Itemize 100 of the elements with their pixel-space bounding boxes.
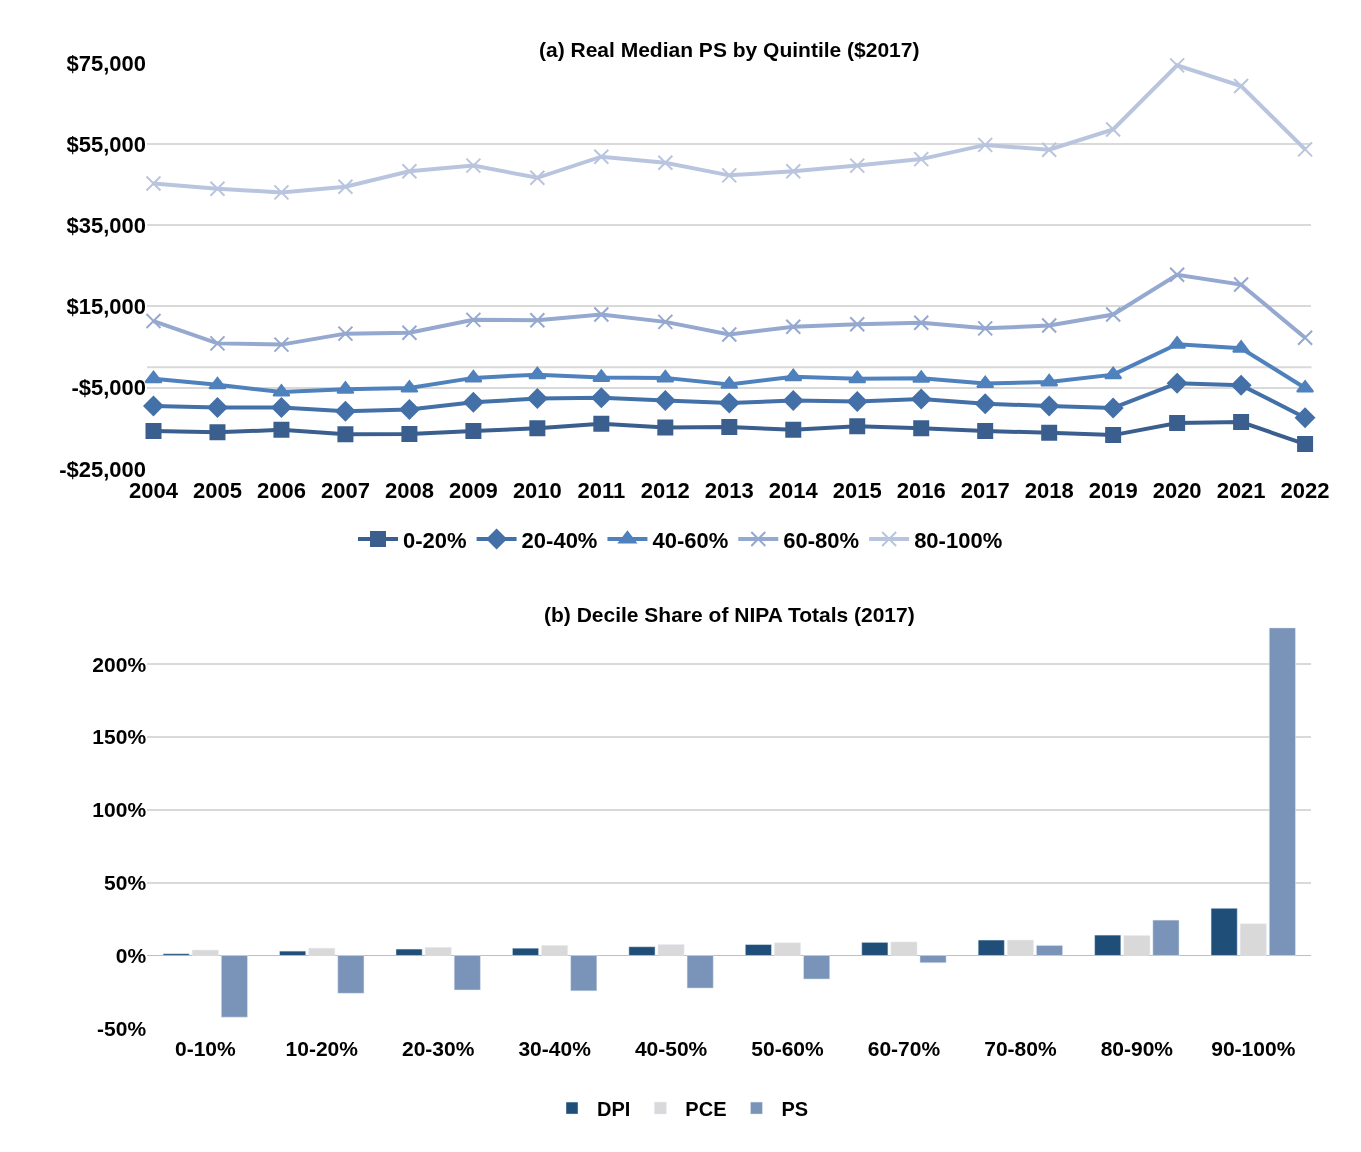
y-tick-label: -$5,000 (71, 375, 147, 401)
bar (512, 947, 539, 956)
point (1297, 329, 1314, 346)
point (529, 312, 546, 329)
point (975, 393, 996, 414)
y-tick-label: $35,000 (66, 212, 147, 238)
legend-label: PS (781, 1097, 809, 1120)
bar (1007, 939, 1034, 956)
point (847, 391, 868, 412)
x-tick-label: 20-30% (401, 1037, 475, 1061)
x-tick-label: 70-80% (984, 1037, 1057, 1061)
bar (745, 944, 772, 956)
bar (774, 942, 801, 956)
point (593, 306, 610, 323)
bar (977, 939, 1005, 956)
point (849, 316, 866, 333)
chart-title: (b) Decile Share of NIPA Totals (2017) (544, 603, 915, 626)
x-tick-label: 2011 (577, 477, 626, 503)
point (145, 313, 162, 330)
x-tick-label: 2016 (896, 477, 946, 503)
x-tick-label: 2010 (512, 477, 562, 503)
point (784, 368, 803, 382)
point (1169, 57, 1186, 74)
point (145, 423, 162, 440)
x-tick-label: 60-70% (867, 1037, 941, 1061)
point (721, 418, 738, 435)
point (1233, 414, 1250, 431)
x-tick-label: 0-10% (174, 1037, 236, 1061)
point (657, 419, 674, 436)
point (273, 421, 290, 438)
x-tick-label: 2013 (704, 477, 754, 503)
point (208, 376, 227, 390)
point (657, 154, 674, 171)
point (657, 313, 674, 330)
point (1041, 424, 1058, 441)
point (273, 184, 290, 201)
point (1297, 436, 1314, 453)
y-tick-label: 150% (92, 725, 147, 749)
y-tick-label: $55,000 (66, 131, 147, 157)
y-tick-label: 100% (92, 798, 147, 822)
point (719, 392, 740, 414)
bar (541, 945, 568, 956)
x-tick-label: 2020 (1152, 477, 1202, 503)
point (1167, 373, 1188, 394)
bar (453, 955, 481, 991)
point (273, 336, 290, 353)
point (1294, 407, 1316, 428)
point (849, 418, 866, 435)
bar (279, 950, 306, 956)
point (977, 136, 994, 153)
point (913, 151, 930, 168)
x-tick-label: 2017 (960, 477, 1010, 503)
legend-label: PCE (685, 1097, 727, 1120)
point (1105, 427, 1122, 444)
point (976, 375, 995, 389)
point (783, 390, 804, 411)
x-tick-label: 2009 (448, 477, 498, 503)
chart-title: (a) Real Median PS by Quintile ($2017) (539, 38, 920, 61)
point (913, 420, 930, 437)
point (977, 320, 994, 337)
point (1233, 276, 1250, 293)
y-tick-label: $15,000 (66, 294, 147, 320)
point (463, 392, 484, 413)
point (465, 311, 482, 328)
point (593, 148, 610, 165)
bar (1094, 934, 1122, 956)
legend-label: 0-20% (403, 527, 467, 553)
point (401, 425, 418, 442)
point (785, 163, 802, 180)
point (529, 420, 546, 437)
x-tick-label: 40-50% (634, 1037, 708, 1061)
legend-label: 40-60% (652, 527, 729, 553)
point (209, 424, 226, 441)
point (465, 423, 482, 440)
point (207, 397, 228, 418)
x-tick-label: 2014 (768, 477, 819, 503)
legend-label: DPI (597, 1097, 631, 1120)
bar (1269, 627, 1296, 956)
point (1105, 121, 1122, 138)
point (913, 314, 930, 331)
legend-label: 60-80% (783, 527, 860, 553)
x-tick-label: 10-20% (285, 1037, 359, 1061)
point (335, 401, 356, 422)
point (655, 390, 676, 411)
point (1103, 397, 1124, 419)
point (848, 370, 867, 384)
x-tick-label: 90-100% (1211, 1037, 1296, 1061)
point (721, 167, 738, 184)
point (337, 426, 354, 443)
legend-label: 20-40% (521, 527, 598, 553)
point (591, 387, 612, 408)
point (1297, 141, 1314, 158)
x-tick-label: 2018 (1024, 477, 1074, 503)
y-tick-label: 0% (115, 943, 147, 967)
bar (1036, 945, 1063, 956)
x-tick-label: 80-90% (1100, 1037, 1174, 1061)
point (337, 325, 354, 342)
point (1039, 395, 1060, 416)
bar (1210, 908, 1238, 956)
point (785, 421, 802, 438)
